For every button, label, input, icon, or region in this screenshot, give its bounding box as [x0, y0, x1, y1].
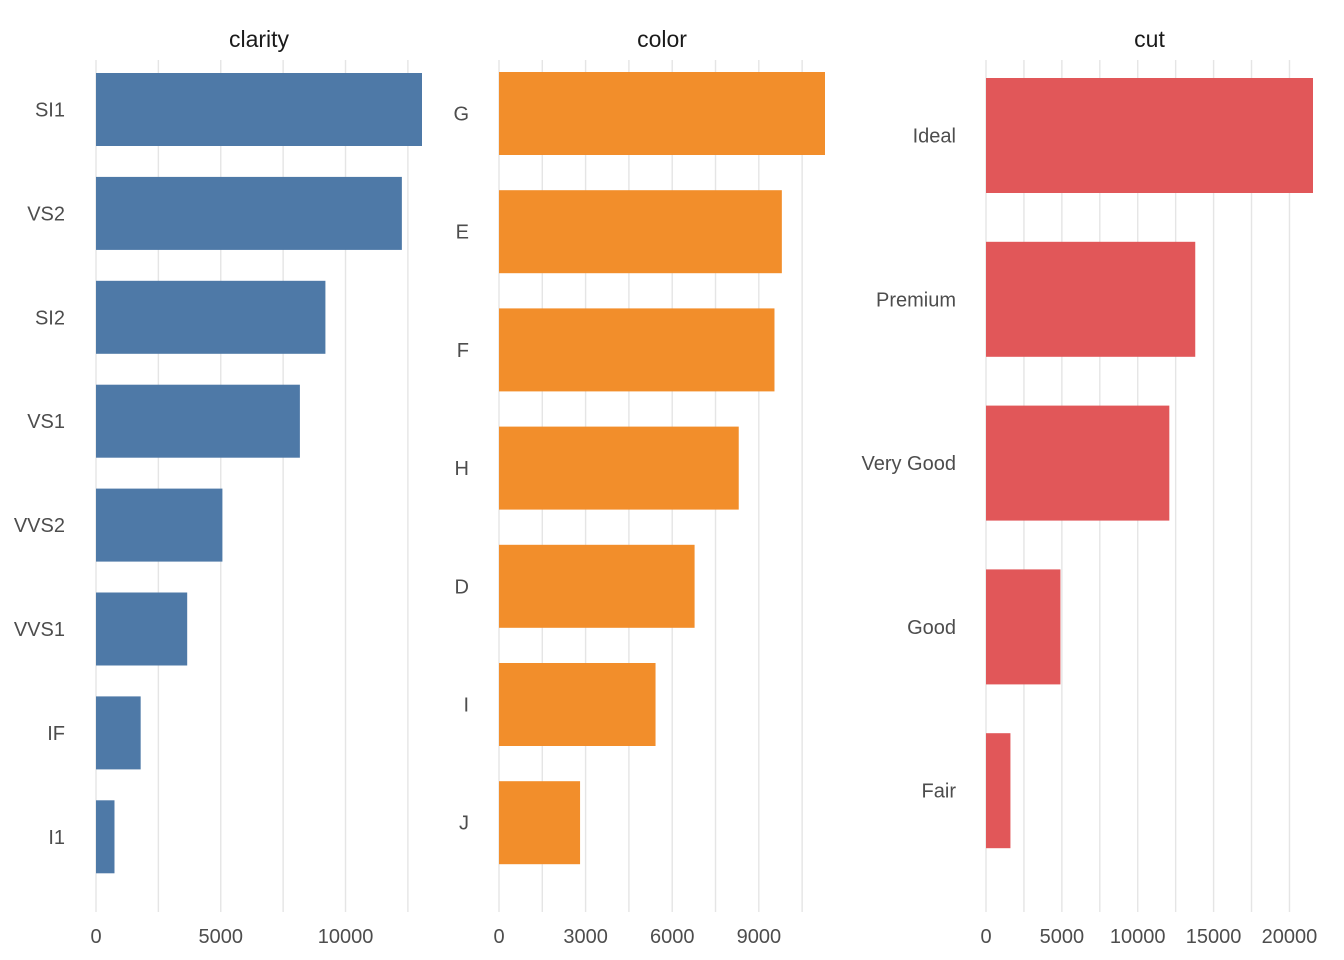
x-tick-label: 5000 [199, 926, 244, 948]
category-label: D [455, 576, 469, 598]
category-label: VS1 [27, 411, 65, 433]
category-label: Premium [876, 289, 956, 311]
category-label: VVS1 [14, 619, 65, 641]
x-tick-label: 5000 [1040, 926, 1085, 948]
bar-vs2 [96, 176, 402, 250]
bar-good [986, 569, 1061, 685]
x-tick-label: 0 [980, 926, 991, 948]
bar-vs1 [96, 384, 300, 458]
bar-vvs1 [96, 592, 188, 666]
panel-title: clarity [229, 26, 290, 52]
bar-si2 [96, 280, 326, 354]
category-label: VS2 [27, 203, 65, 225]
bar-j [499, 781, 581, 865]
bar-e [499, 190, 782, 274]
category-label: SI1 [35, 100, 65, 122]
category-label: I [463, 695, 469, 717]
category-label: J [459, 813, 469, 835]
bar-very-good [986, 405, 1170, 521]
bar-i1 [96, 800, 115, 874]
x-tick-label: 6000 [650, 926, 695, 948]
bar-if [96, 696, 141, 770]
panel-cut: cut Ideal Premium Very Good Good Fair 0 5000 100… [861, 26, 1317, 948]
category-label: G [453, 104, 469, 126]
panel-title: cut [1134, 26, 1165, 52]
x-tick-label: 10000 [318, 926, 374, 948]
x-tick-label: 3000 [563, 926, 608, 948]
category-label: Ideal [913, 126, 956, 148]
bar-si1 [96, 73, 422, 146]
category-label: Fair [922, 781, 957, 803]
panel-color: color G E F H D I J 0 3000 6000 9000 [453, 26, 825, 948]
bar-d [499, 544, 695, 628]
x-tick-label: 9000 [737, 926, 782, 948]
category-label: VVS2 [14, 515, 65, 537]
bar-f [499, 308, 775, 392]
x-tick-label: 20000 [1262, 926, 1318, 948]
category-label: I1 [48, 827, 65, 849]
category-label: E [456, 222, 469, 244]
category-label: Good [907, 617, 956, 639]
x-tick-label: 10000 [1110, 926, 1166, 948]
bar-fair [986, 733, 1011, 849]
bar-g [499, 72, 825, 155]
x-tick-label: 0 [90, 926, 101, 948]
bar-ideal [986, 78, 1313, 193]
category-label: Very Good [861, 453, 956, 475]
category-label: F [457, 340, 469, 362]
category-label: H [455, 458, 469, 480]
bar-i [499, 663, 656, 746]
bar-h [499, 426, 739, 510]
bar-vvs2 [96, 488, 223, 562]
panel-title: color [637, 26, 687, 52]
category-label: IF [47, 723, 65, 745]
panel-clarity: clarity SI1 VS2 SI2 VS1 VVS2 VVS1 IF I1 0 5000 1000… [14, 26, 422, 948]
x-tick-label: 15000 [1186, 926, 1242, 948]
x-tick-label: 0 [493, 926, 504, 948]
bar-premium [986, 241, 1196, 357]
category-label: SI2 [35, 307, 65, 329]
